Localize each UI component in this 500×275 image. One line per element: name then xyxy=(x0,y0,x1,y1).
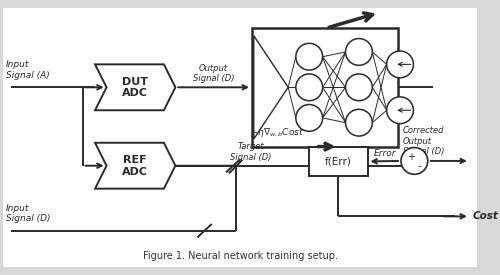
Circle shape xyxy=(296,104,322,131)
FancyBboxPatch shape xyxy=(252,28,398,147)
Polygon shape xyxy=(95,143,176,189)
Circle shape xyxy=(386,51,413,78)
Text: DUT
ADC: DUT ADC xyxy=(122,76,148,98)
Circle shape xyxy=(296,74,322,101)
Text: f(Err): f(Err) xyxy=(325,156,352,166)
Circle shape xyxy=(296,43,322,70)
Polygon shape xyxy=(95,64,176,110)
Text: Input
Signal (A): Input Signal (A) xyxy=(6,60,50,80)
Text: Input
Signal (D): Input Signal (D) xyxy=(6,204,51,223)
FancyBboxPatch shape xyxy=(309,147,368,176)
Text: $-\eta\nabla_{w,b}$Cost: $-\eta\nabla_{w,b}$Cost xyxy=(250,126,304,139)
Circle shape xyxy=(346,109,372,136)
Text: +: + xyxy=(408,152,416,162)
Circle shape xyxy=(346,39,372,65)
Text: REF
ADC: REF ADC xyxy=(122,155,148,177)
Circle shape xyxy=(346,74,372,101)
Text: Corrected
Output
Signal (D): Corrected Output Signal (D) xyxy=(403,126,444,156)
Text: Output
Signal (D): Output Signal (D) xyxy=(193,64,234,84)
Circle shape xyxy=(386,97,413,124)
Text: Figure 1. Neural network training setup.: Figure 1. Neural network training setup. xyxy=(143,251,338,261)
Text: Cost: Cost xyxy=(472,211,498,221)
Circle shape xyxy=(401,148,428,174)
Text: -: - xyxy=(417,161,421,171)
Text: Error: Error xyxy=(374,149,396,158)
Text: Target
Signal (D): Target Signal (D) xyxy=(230,142,272,162)
FancyBboxPatch shape xyxy=(4,8,478,267)
